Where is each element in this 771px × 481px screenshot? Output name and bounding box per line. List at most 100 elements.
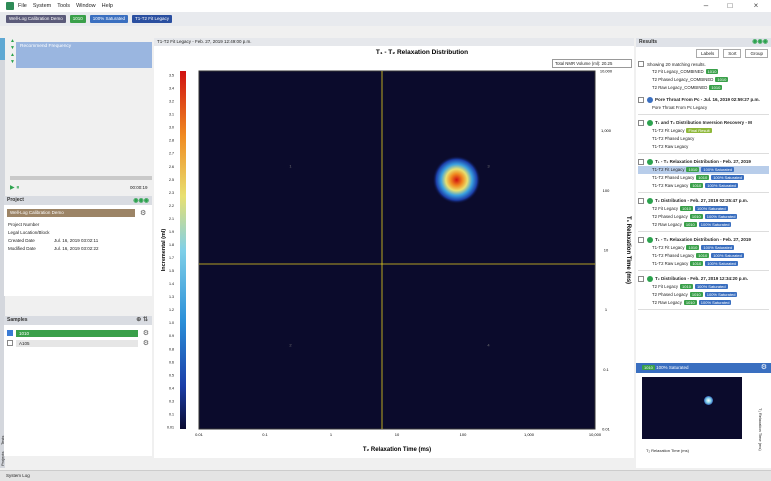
quadrant-label: 4 (487, 343, 490, 348)
breadcrumb: Well-Log Calibration Demo 1010 100% Satu… (0, 12, 771, 26)
result-item[interactable]: T2 Phased Legacy 1010 100% Saturated (652, 214, 738, 219)
chart-title: T₁ - T₂ Relaxation Distribution (376, 49, 468, 56)
sample-label: A105 (16, 339, 138, 347)
field-modified-date: Modified Date Jul. 16, 2019 03:02:22 (8, 246, 99, 251)
sample-row[interactable]: A105 ⚙ (7, 339, 149, 347)
field-legal-location: Legal Location/Block (8, 230, 50, 235)
colorbar-tick-label: 2.6 (169, 165, 174, 169)
minimize-icon[interactable]: – (703, 1, 709, 10)
checkbox-icon[interactable] (638, 61, 644, 67)
group-button[interactable]: Group (745, 49, 768, 58)
result-item[interactable]: T1-T2 Fit Legacy 1010 100% Saturated (652, 245, 735, 250)
play-icon[interactable]: ▶ ⏸ (10, 185, 20, 191)
result-group: T₂ Distribution - Feb. 27, 2019 12:34:20… (638, 274, 769, 310)
y-tick-label: 10 (604, 248, 609, 253)
group-title[interactable]: T₁ and T₂ Distribution Inversion Recover… (638, 118, 769, 127)
group-title[interactable]: T₂ Distribution - Feb. 27, 2019 12:34:20… (638, 274, 769, 283)
gear-icon[interactable]: ⚙ (760, 364, 767, 371)
colorbar-tick-label: 2.3 (169, 191, 174, 195)
project-panel: Project ◉◉◉ Well-Log Calibration Demo ⚙ … (4, 196, 152, 296)
breadcrumb-result[interactable]: T1-T2 Fit Legacy (132, 15, 173, 23)
menu-file[interactable]: File (18, 3, 27, 9)
result-item[interactable]: T2 Fit Legacy 1010 100% Saturated (652, 206, 728, 211)
samples-actions-icon[interactable]: ⊕ ⇅ (136, 317, 148, 323)
colorbar-tick-label: 2.2 (169, 204, 174, 208)
result-item[interactable]: T2 Phased Legacy 1010 100% Saturated (652, 292, 738, 297)
menu-window[interactable]: Window (76, 3, 96, 9)
result-item-selected[interactable]: T1-T2 Fit Legacy 1010 100% Saturated (638, 166, 769, 174)
x-tick-label: 0.01 (195, 432, 204, 437)
tab-demo[interactable] (0, 38, 5, 60)
colorbar-tick-label: 1.8 (169, 243, 174, 247)
checkbox-icon[interactable] (7, 340, 13, 346)
gear-icon[interactable]: ⚙ (142, 340, 149, 347)
group-title[interactable]: Pore Throat From Pc - Jul. 16, 2019 02:5… (638, 95, 769, 104)
project-name-field[interactable]: Well-Log Calibration Demo (7, 209, 135, 217)
y-tick-label: 0.01 (602, 427, 611, 432)
preview-plot[interactable] (642, 377, 742, 439)
result-item[interactable]: T1-T2 Phased Legacy 1010 100% Saturated (652, 253, 744, 258)
y-tick-label: 0.1 (603, 367, 609, 372)
project-actions-icon[interactable]: ◉◉◉ (133, 198, 149, 204)
system-log-button[interactable]: System Log (6, 473, 30, 478)
tree-selection[interactable]: Recommend Frequency (16, 42, 152, 68)
colorbar-tick-label: 3.0 (169, 126, 174, 130)
close-icon[interactable]: × (753, 1, 759, 10)
result-item[interactable]: T1-T2 Phased Legacy (652, 136, 695, 141)
sort-button[interactable]: Sort (723, 49, 742, 58)
total-volume-box: Total NMR Volume (ml): 20.25 (552, 59, 632, 68)
result-item[interactable]: T2 Phased Legacy_COMBINED 1010 (652, 77, 729, 82)
menu-tools[interactable]: Tools (57, 3, 71, 9)
samples-header: Samples ⊕ ⇅ (4, 316, 152, 325)
gear-icon[interactable]: ⚙ (142, 330, 149, 337)
breadcrumb-sample[interactable]: 1010 (69, 15, 86, 23)
y-ticks: 10,000 1,000 100 10 1 0.1 0.01 (600, 69, 613, 432)
group-title[interactable]: T₂ Distribution - Feb. 27, 2019 02:25:47… (638, 196, 769, 205)
group-title[interactable]: T₁ - T₂ Relaxation Distribution - Feb. 2… (638, 235, 769, 244)
showing-row: Showing 20 matching results. (636, 60, 771, 68)
result-item[interactable]: T1-T2 Phased Legacy 1010 100% Saturated (652, 175, 744, 180)
result-item[interactable]: T2 Raw Legacy_COMBINED 1010 (652, 85, 723, 90)
result-item[interactable]: T2 Fit Legacy 1010 100% Saturated (652, 284, 728, 289)
maximize-icon[interactable]: □ (727, 1, 733, 10)
result-item[interactable]: Pore Throat From Pc Legacy (652, 105, 708, 110)
result-item[interactable]: T1-T2 Fit Legacy Final Result (652, 128, 712, 133)
labels-button[interactable]: Labels (695, 49, 720, 58)
y-axis-label: T₁ Relaxation Time (ms) (625, 216, 631, 284)
result-group: T₁ and T₂ Distribution Inversion Recover… (638, 118, 769, 154)
y-tick-label: 1,000 (601, 128, 612, 133)
y-tick-label: 1 (605, 307, 608, 312)
colorbar-tick-label: 1.4 (169, 282, 174, 286)
result-item[interactable]: T2 Raw Legacy 1010 100% Saturated (652, 222, 732, 227)
result-item[interactable]: T2 Fit Legacy_COMBINED 1010 (652, 69, 719, 74)
sample-row[interactable]: 1010 ⚙ (7, 329, 149, 337)
tree-arrows-icon[interactable]: ▲ ▼ ▲ ▼ (10, 38, 15, 65)
result-item[interactable]: T1-T2 Raw Legacy 1010 100% Saturated (652, 183, 738, 188)
breadcrumb-state[interactable]: 100% Saturated (89, 15, 128, 23)
playback-progress[interactable] (10, 176, 152, 180)
result-item[interactable]: T2 Raw Legacy 1010 100% Saturated (652, 300, 732, 305)
result-item[interactable]: T1-T2 Raw Legacy 1010 100% Saturated (652, 261, 738, 266)
results-actions-icon[interactable]: ◉◉◉ (752, 39, 768, 45)
results-header: Results ◉◉◉ (636, 38, 771, 47)
gear-icon[interactable]: ⚙ (140, 210, 147, 217)
menu-system[interactable]: System (32, 3, 52, 9)
colorbar-tick-label: 0.8 (169, 347, 174, 351)
group-title[interactable]: T₁ - T₂ Relaxation Distribution - Feb. 2… (638, 157, 769, 166)
checkbox-icon[interactable] (7, 330, 13, 336)
result-item[interactable]: T1-T2 Raw Legacy (652, 144, 689, 149)
colorbar-tick-label: 3.1 (169, 113, 174, 117)
colorbar-tick-label: 0.01 (167, 426, 174, 430)
app-icon (6, 2, 14, 10)
colorbar-label: Incremental (ml) (161, 229, 167, 272)
colorbar-tick-label: 3.4 (169, 87, 174, 91)
menu-help[interactable]: Help (101, 3, 113, 9)
chart-view: T1-T2 Fit Legacy - Feb. 27, 2019 12:49:0… (154, 38, 634, 458)
chart-tab[interactable]: T1-T2 Fit Legacy - Feb. 27, 2019 12:49:0… (154, 38, 634, 46)
colorbar-tick-label: 0.6 (169, 360, 174, 364)
colorbar-tick-label: 2.1 (169, 217, 174, 221)
colorbar-tick-label: 0.1 (169, 412, 174, 416)
samples-panel: Samples ⊕ ⇅ 1010 ⚙ A105 ⚙ (4, 316, 152, 456)
colorbar-tick-label: 1.3 (169, 295, 174, 299)
breadcrumb-project[interactable]: Well-Log Calibration Demo (6, 15, 66, 23)
